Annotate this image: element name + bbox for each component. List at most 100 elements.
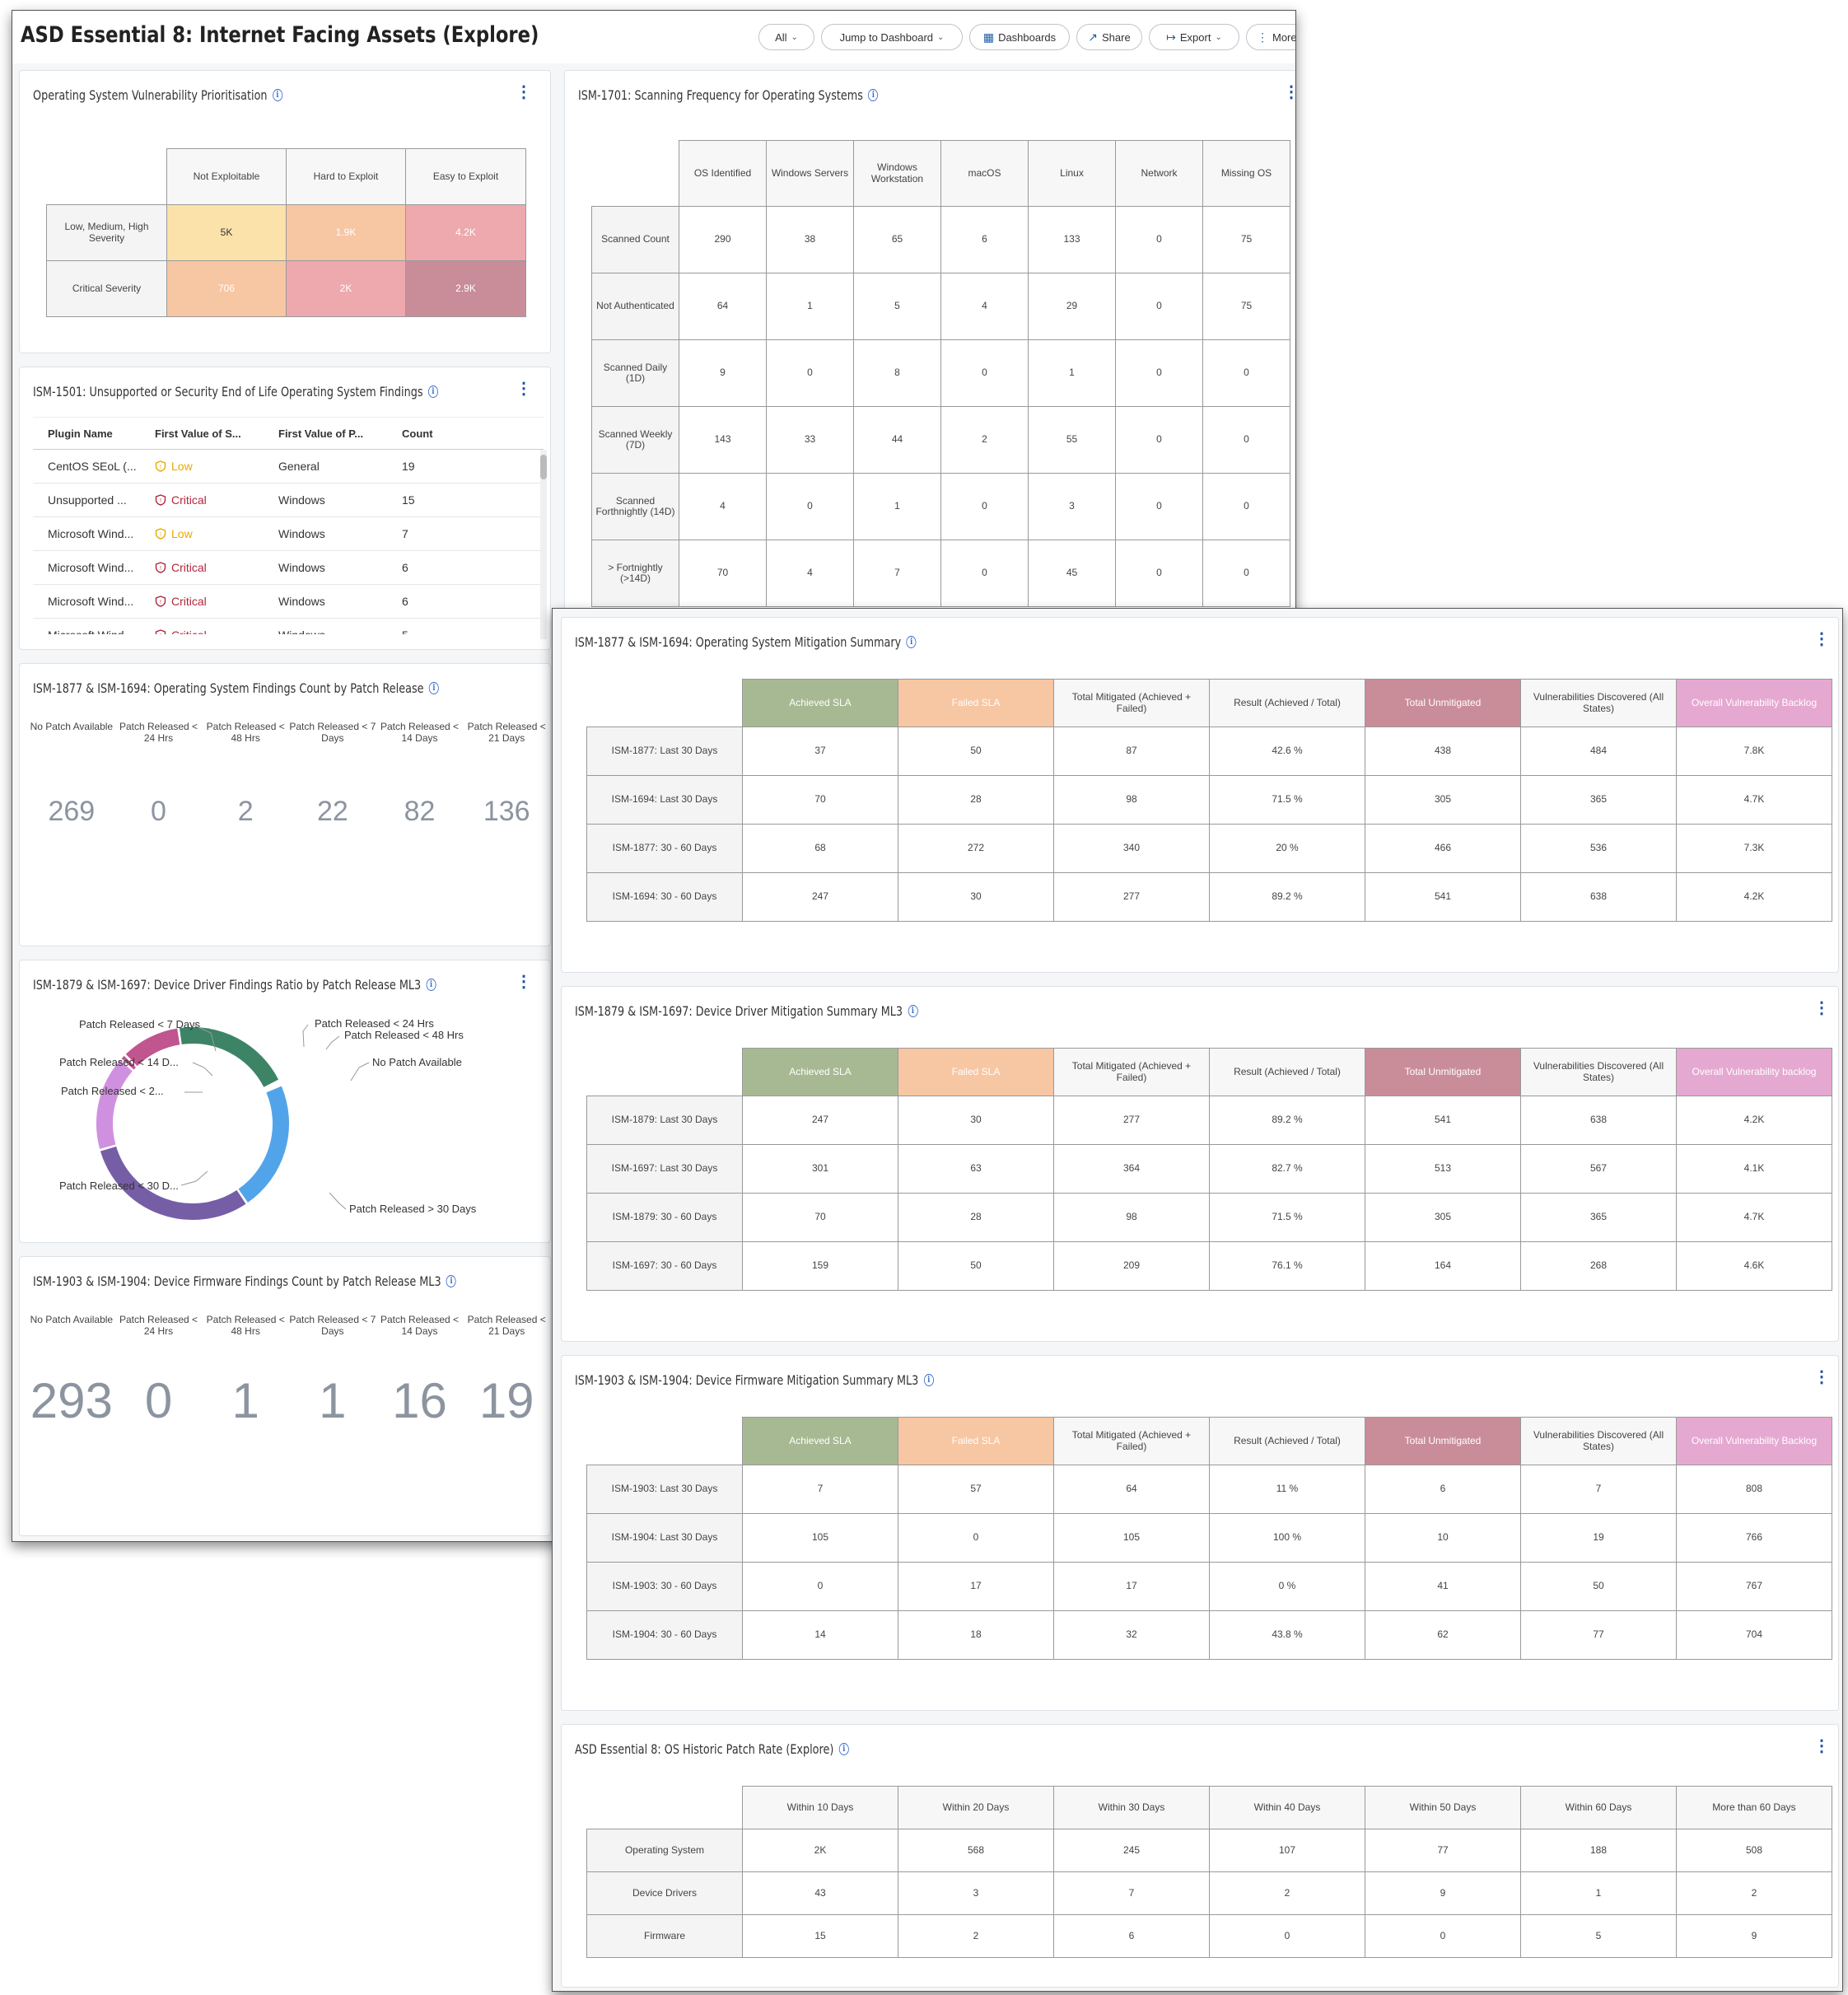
info-icon[interactable]: i [868,89,879,101]
table-cell[interactable]: 98 [1053,1193,1210,1242]
heatmap-cell[interactable]: 5K [166,204,287,261]
donut-slice[interactable] [125,1028,180,1067]
stat-item[interactable]: Patch Released < 7 Days 1 [289,1314,376,1429]
table-cell[interactable]: 32 [1053,1610,1210,1660]
table-cell[interactable]: 7 [853,540,941,607]
table-cell[interactable]: 14 [742,1610,898,1660]
table-cell[interactable]: 508 [1676,1829,1832,1872]
table-cell[interactable]: 0 [1202,406,1290,474]
table-cell[interactable]: 0 [1209,1914,1365,1958]
table-cell[interactable]: 57 [898,1465,1054,1514]
table-cell[interactable]: 1 [1520,1871,1677,1915]
table-cell[interactable]: 0 [940,339,1029,407]
table-cell[interactable]: 7.8K [1676,727,1832,776]
table-cell[interactable]: 0 [1115,540,1203,607]
panel-menu-icon[interactable]: ⋮ [516,83,532,101]
plugin-name[interactable]: Unsupported ... [48,493,127,507]
table-cell[interactable]: 50 [898,727,1054,776]
panel-menu-icon[interactable]: ⋮ [1813,1737,1830,1755]
table-cell[interactable]: 3 [898,1871,1054,1915]
table-cell[interactable]: 17 [1053,1562,1210,1611]
stat-item[interactable]: Patch Released < 7 Days 22 [289,721,376,828]
table-cell[interactable]: 68 [742,824,898,873]
table-cell[interactable]: 513 [1365,1144,1521,1194]
table-cell[interactable]: 6 [1053,1914,1210,1958]
table-cell[interactable]: 305 [1365,775,1521,825]
table-cell[interactable]: 247 [742,1096,898,1145]
table-cell[interactable]: 6 [940,206,1029,273]
table-cell[interactable]: 28 [898,1193,1054,1242]
table-cell[interactable]: 77 [1365,1829,1521,1872]
table-cell[interactable]: 466 [1365,824,1521,873]
donut-slice[interactable] [238,1086,289,1203]
table-cell[interactable]: 41 [1365,1562,1521,1611]
table-cell[interactable]: 143 [679,406,767,474]
table-cell[interactable]: 0 [766,473,854,540]
table-cell[interactable]: 70 [742,1193,898,1242]
table-cell[interactable]: 0 [940,540,1029,607]
info-icon[interactable]: i [426,979,436,991]
table-cell[interactable]: 0 [742,1562,898,1611]
table-cell[interactable]: 4.2K [1676,872,1832,922]
plugin-name[interactable]: Microsoft Wind... [33,628,155,634]
stat-item[interactable]: Patch Released < 14 Days 82 [376,721,464,828]
table-cell[interactable]: 0 [940,473,1029,540]
donut-slice[interactable] [179,1027,279,1087]
table-cell[interactable]: 1 [853,473,941,540]
table-cell[interactable]: 268 [1520,1241,1677,1291]
table-cell[interactable]: 65 [853,206,941,273]
table-cell[interactable]: 4.7K [1676,775,1832,825]
stat-item[interactable]: Patch Released < 48 Hrs 2 [202,721,289,828]
table-cell[interactable]: 4.7K [1676,1193,1832,1242]
table-cell[interactable]: 43 [742,1871,898,1915]
table-cell[interactable]: 541 [1365,872,1521,922]
table-cell[interactable]: 0 [1365,1914,1521,1958]
table-cell[interactable]: 89.2 % [1209,872,1365,922]
heatmap-cell[interactable]: 2K [286,260,406,317]
donut-slice[interactable] [100,1146,246,1220]
table-cell[interactable]: 18 [898,1610,1054,1660]
table-cell[interactable]: 3 [1028,473,1116,540]
table-cell[interactable]: 277 [1053,872,1210,922]
table-cell[interactable]: 7 [1520,1465,1677,1514]
table-cell[interactable]: 19 [1520,1513,1677,1563]
table-cell[interactable]: 71.5 % [1209,1193,1365,1242]
table-cell[interactable]: 76.1 % [1209,1241,1365,1291]
table-cell[interactable]: 159 [742,1241,898,1291]
table-cell[interactable]: 4.2K [1676,1096,1832,1145]
panel-menu-icon[interactable]: ⋮ [516,973,532,991]
table-cell[interactable]: 4 [679,473,767,540]
panel-menu-icon[interactable]: ⋮ [1813,999,1830,1017]
donut-slice[interactable] [96,1060,133,1149]
table-cell[interactable]: 188 [1520,1829,1677,1872]
col-header[interactable]: Count [402,427,433,440]
table-row[interactable]: Unsupported ...! Critical Windows 15 [33,484,544,517]
table-cell[interactable]: 364 [1053,1144,1210,1194]
info-icon[interactable]: i [428,682,439,694]
table-cell[interactable]: 64 [679,273,767,340]
table-cell[interactable]: 63 [898,1144,1054,1194]
table-cell[interactable]: 100 % [1209,1513,1365,1563]
table-cell[interactable]: 64 [1053,1465,1210,1514]
panel-menu-icon[interactable]: ⋮ [1813,1368,1830,1386]
info-icon[interactable]: i [838,1743,849,1755]
table-cell[interactable]: 2K [742,1829,898,1872]
table-cell[interactable]: 247 [742,872,898,922]
scrollbar[interactable] [540,450,547,639]
info-icon[interactable]: i [923,1374,934,1386]
table-cell[interactable]: 105 [742,1513,898,1563]
table-cell[interactable]: 42.6 % [1209,727,1365,776]
table-cell[interactable]: 9 [1676,1914,1832,1958]
table-cell[interactable]: 55 [1028,406,1116,474]
filter-all-button[interactable]: All ⌄ [758,24,814,50]
panel-menu-icon[interactable]: ⋮ [1813,630,1830,648]
table-cell[interactable]: 2 [940,406,1029,474]
stat-item[interactable]: Patch Released < 21 Days 19 [463,1314,550,1429]
heatmap-cell[interactable]: 2.9K [405,260,526,317]
table-cell[interactable]: 75 [1202,273,1290,340]
table-row[interactable]: Microsoft Wind...! Critical Windows 6 [33,551,544,585]
scroll-thumb[interactable] [540,455,547,479]
table-cell[interactable]: 638 [1520,872,1677,922]
info-icon[interactable]: i [446,1275,456,1287]
table-cell[interactable]: 10 [1365,1513,1521,1563]
